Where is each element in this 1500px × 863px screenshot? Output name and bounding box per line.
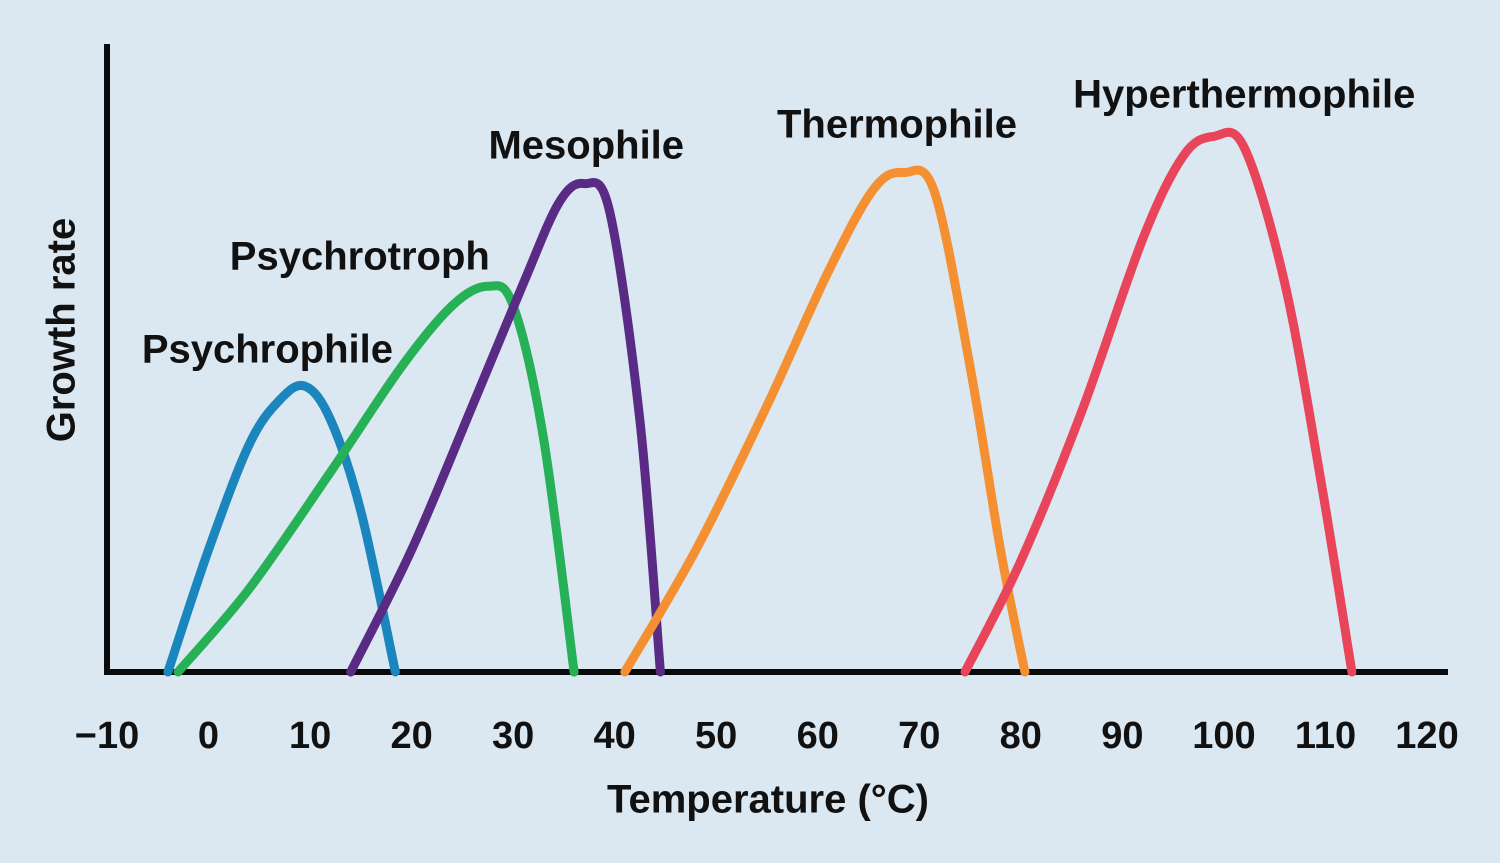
series-label-thermophile: Thermophile (776, 102, 1017, 147)
series-label-mesophile: Mesophile (488, 123, 685, 168)
x-tick-label: 30 (492, 715, 534, 757)
curve-thermophile (620, 165, 1030, 677)
axes (104, 44, 1448, 675)
curve-psychrotroph (173, 281, 579, 677)
curve-psychrophile (163, 380, 400, 677)
x-axis-label: Temperature (°C) (607, 777, 929, 822)
y-axis-label: Growth rate (39, 217, 84, 443)
series-label-hyperthermophile: Hyperthermophile (1073, 72, 1416, 117)
x-tick-label: 110 (1295, 715, 1356, 757)
x-tick-label: 120 (1395, 715, 1458, 757)
curve-hyperthermophile (960, 127, 1357, 677)
x-tick-label: 10 (289, 715, 331, 757)
x-tick-label: 60 (797, 715, 839, 757)
x-tick-label: 40 (594, 715, 636, 757)
x-tick-label: 80 (1000, 715, 1042, 757)
x-tick-label: 50 (695, 715, 737, 757)
x-tick-label: −10 (75, 715, 139, 757)
x-tick-label: 70 (898, 715, 940, 757)
x-tick-label: 100 (1192, 715, 1255, 757)
x-tick-label: 90 (1101, 715, 1143, 757)
curve-mesophile (346, 178, 665, 677)
series-label-psychrotroph: Psychrotroph (229, 234, 490, 279)
x-tick-label: 0 (198, 715, 219, 757)
x-tick-label: 20 (390, 715, 432, 757)
series-label-psychrophile: Psychrophile (141, 327, 394, 372)
